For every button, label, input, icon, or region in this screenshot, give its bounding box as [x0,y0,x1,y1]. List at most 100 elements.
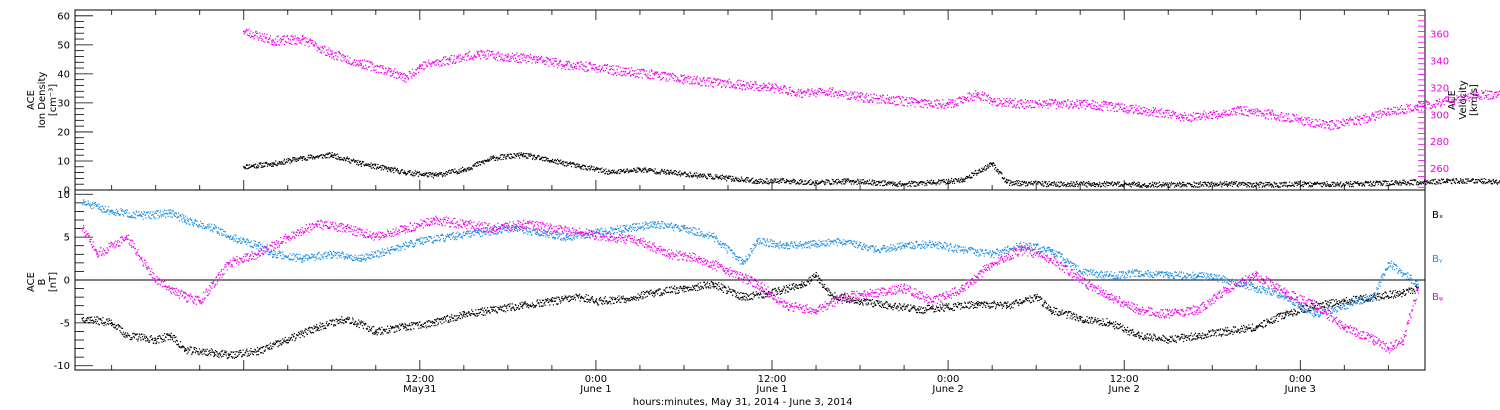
top-ylabel-line-2: [cm⁻³] [48,84,59,116]
bz-series-point-14 [433,219,436,221]
bz-series-point-35 [1049,257,1052,260]
bz-series-point-37 [1108,296,1111,298]
by-series-point-0 [81,202,84,204]
by-series-point-48 [1416,283,1419,286]
bz-series-point-40 [1196,309,1199,311]
velocity-series-point-40 [1387,111,1390,113]
velocity-series-point-29 [1049,103,1052,105]
xtick-label-2-0: 12:00 [758,374,787,385]
velocity-series-point-28 [1020,103,1023,105]
bottom-ytick-label-1: -5 [60,318,70,329]
density-series-point-4 [360,163,362,165]
bz-series-point-47 [1387,347,1390,350]
by-series-point-19 [595,232,597,234]
velocity-series-point-35 [1240,109,1243,112]
bx-series-point-10 [316,326,318,328]
velocity-series-point-23 [888,99,891,101]
velocity-series-point-14 [624,70,627,73]
xtick-label-4-0: 12:00 [1110,374,1139,385]
top-ylabel-line-1: Ion Density [37,72,48,129]
by-series-point-21 [653,223,656,226]
bx-series-point-3 [154,339,157,341]
by-series-point-14 [448,236,451,239]
density-series-point-23 [903,183,905,186]
top-ylabel-line-0: ACE [26,90,37,110]
bz-series-point-44 [1314,304,1316,307]
velocity-series-point-19 [771,87,773,89]
bz-series-point-38 [1138,309,1140,311]
bz-series-point-48 [1402,339,1404,341]
bz-series-point-3 [154,279,157,281]
velocity-series-point-17 [712,81,715,84]
density-series-point-21 [844,180,847,183]
top-ytick-label-4: 40 [57,69,70,80]
top-ytick-label-1: 10 [57,156,70,167]
bz-series-point-9 [286,236,289,239]
density-series-point-0 [242,165,245,168]
velocity-series-point-27 [991,100,993,103]
bx-series-point-15 [463,313,465,316]
by-series-point-9 [301,257,304,260]
density-series-point-37 [1446,180,1448,183]
velocity-series-point-34 [1211,113,1214,116]
bottom-left-minor-ticks [75,193,93,367]
bx-series-point-36 [1035,296,1037,298]
top-ylabel: ACEIon Density[cm⁻³] [26,72,59,129]
xtick-label-5-1: June 3 [1284,384,1316,395]
velocity-series-point-9 [477,53,480,56]
by-series-point-44 [1314,313,1316,316]
density-series-point-18 [756,180,759,183]
density-series-point-9 [492,157,495,160]
by-series-point-22 [683,227,685,230]
top-ytick-label-5: 50 [57,40,70,51]
bx-series-point-45 [1284,313,1287,316]
bx-series-point-44 [1255,326,1258,328]
xtick-label-3-1: June 2 [931,384,963,395]
bottom-ytick-label-2: 0 [64,276,70,287]
density-series-point-13 [609,171,612,174]
bottom-ytick-label-4: 10 [57,190,70,201]
bx-series-point-7 [228,354,231,357]
top-y2tick-label-1: 280 [1430,137,1449,148]
density-series-point-33 [1270,183,1272,186]
bx-series-point-24 [712,283,715,286]
by-series-point-42 [1255,287,1258,290]
velocity-series-point-8 [448,58,451,61]
by-series-point-47 [1387,262,1390,264]
velocity-series-point-4 [360,62,362,65]
xtick-label-0-0: 12:00 [405,374,434,385]
bz-series-point-30 [903,287,905,290]
bz-series-point-6 [198,300,201,303]
bz-series [81,215,1419,354]
velocity-series-point-13 [595,66,597,69]
top-ytick-label-3: 30 [57,98,70,109]
velocity-series-point-2 [301,38,304,41]
velocity-series-point-21 [829,91,832,93]
velocity-series-point-10 [507,56,509,58]
by-series-point-18 [565,236,568,239]
bz-series-point-10 [316,223,318,226]
density-series-point-34 [1314,183,1316,186]
bz-series-point-19 [580,232,583,234]
bx-series-point-8 [257,350,260,352]
bx-series-point-0 [81,317,84,320]
density-series-point-28 [1049,183,1052,186]
bottom-panel: -10 -5 0 5 10 ACEB[nT] Bₓ Bᵧ Bᵩ [26,189,1443,372]
bx-series-point-34 [976,303,979,305]
bz-series-point-31 [932,300,935,303]
density-series-point-31 [1182,183,1184,186]
bx-series-point-20 [595,300,597,303]
top-y2tick-label-4: 340 [1430,57,1449,68]
bz-series-point-21 [639,240,641,243]
bz-series-point-1 [96,253,98,256]
bx-series-point-35 [1005,304,1008,307]
x-axis-title: hours:minutes, May 31, 2014 - June 3, 20… [633,397,853,408]
density-series-point-11 [551,160,553,162]
bz-series-point-7 [228,262,231,264]
by-series-point-45 [1343,304,1346,307]
top-y2tick-label-0: 260 [1430,164,1449,175]
top-ytick-label-2: 20 [57,127,70,138]
bx-series-point-39 [1108,322,1111,324]
by-series-point-40 [1196,274,1199,277]
velocity-series-point-43 [1475,93,1478,96]
